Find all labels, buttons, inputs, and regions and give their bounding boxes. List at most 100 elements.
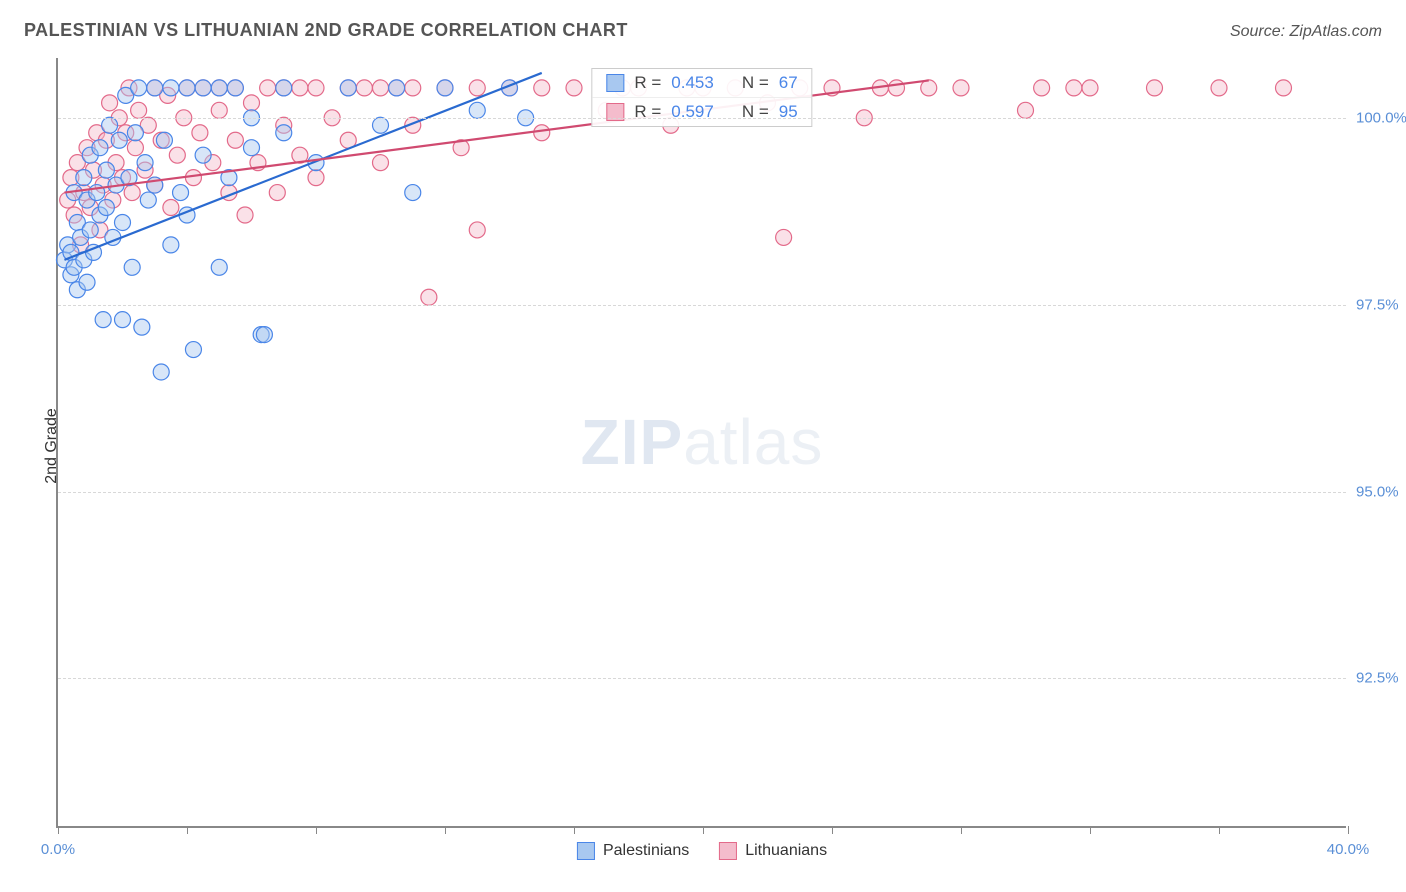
data-point bbox=[95, 312, 111, 328]
data-point bbox=[153, 364, 169, 380]
data-point bbox=[124, 185, 140, 201]
plot-svg bbox=[58, 58, 1346, 826]
data-point bbox=[389, 80, 405, 96]
r-value-palestinians: 0.453 bbox=[671, 73, 714, 93]
legend-row-lithuanians: R = 0.597 N = 95 bbox=[592, 97, 811, 126]
data-point bbox=[211, 259, 227, 275]
xtick bbox=[187, 826, 188, 834]
data-point bbox=[211, 102, 227, 118]
data-point bbox=[405, 80, 421, 96]
data-point bbox=[534, 125, 550, 141]
data-point bbox=[244, 95, 260, 111]
data-point bbox=[140, 192, 156, 208]
r-value-lithuanians: 0.597 bbox=[671, 102, 714, 122]
data-point bbox=[131, 80, 147, 96]
data-point bbox=[373, 117, 389, 133]
series-legend: Palestinians Lithuanians bbox=[577, 842, 827, 860]
data-point bbox=[185, 342, 201, 358]
xtick bbox=[961, 826, 962, 834]
xtick bbox=[445, 826, 446, 834]
data-point bbox=[276, 125, 292, 141]
swatch-palestinians-icon bbox=[577, 842, 595, 860]
chart-title: PALESTINIAN VS LITHUANIAN 2ND GRADE CORR… bbox=[24, 20, 628, 41]
legend-label-lithuanians: Lithuanians bbox=[745, 842, 827, 860]
data-point bbox=[163, 200, 179, 216]
xtick-label: 40.0% bbox=[1327, 841, 1370, 858]
data-point bbox=[1147, 80, 1163, 96]
data-point bbox=[115, 214, 131, 230]
data-point bbox=[173, 185, 189, 201]
data-point bbox=[115, 312, 131, 328]
data-point bbox=[1082, 80, 1098, 96]
data-point bbox=[137, 155, 153, 171]
data-point bbox=[134, 319, 150, 335]
data-point bbox=[211, 80, 227, 96]
data-point bbox=[373, 155, 389, 171]
n-value-lithuanians: 95 bbox=[779, 102, 798, 122]
chart-area: ZIPatlas R = 0.453 N = 67 R = 0.597 N = … bbox=[56, 58, 1346, 828]
swatch-palestinians bbox=[606, 74, 624, 92]
data-point bbox=[82, 222, 98, 238]
legend-item-lithuanians: Lithuanians bbox=[719, 842, 827, 860]
data-point bbox=[469, 222, 485, 238]
data-point bbox=[1018, 102, 1034, 118]
data-point bbox=[169, 147, 185, 163]
legend-label-palestinians: Palestinians bbox=[603, 842, 689, 860]
gridline bbox=[58, 678, 1346, 679]
data-point bbox=[163, 237, 179, 253]
data-point bbox=[192, 125, 208, 141]
data-point bbox=[276, 80, 292, 96]
data-point bbox=[308, 80, 324, 96]
data-point bbox=[405, 185, 421, 201]
data-point bbox=[102, 117, 118, 133]
data-point bbox=[269, 185, 285, 201]
data-point bbox=[437, 80, 453, 96]
xtick bbox=[1090, 826, 1091, 834]
data-point bbox=[147, 80, 163, 96]
data-point bbox=[92, 140, 108, 156]
plot-area: ZIPatlas R = 0.453 N = 67 R = 0.597 N = … bbox=[56, 58, 1346, 828]
data-point bbox=[127, 125, 143, 141]
data-point bbox=[111, 132, 127, 148]
xtick bbox=[58, 826, 59, 834]
data-point bbox=[421, 289, 437, 305]
ytick-label: 95.0% bbox=[1356, 483, 1406, 500]
data-point bbox=[156, 132, 172, 148]
data-point bbox=[79, 274, 95, 290]
data-point bbox=[124, 259, 140, 275]
data-point bbox=[1034, 80, 1050, 96]
legend-item-palestinians: Palestinians bbox=[577, 842, 689, 860]
xtick bbox=[1348, 826, 1349, 834]
xtick-label: 0.0% bbox=[41, 841, 75, 858]
data-point bbox=[260, 80, 276, 96]
data-point bbox=[308, 170, 324, 186]
data-point bbox=[227, 132, 243, 148]
data-point bbox=[98, 200, 114, 216]
source-label: Source: ZipAtlas.com bbox=[1230, 23, 1382, 41]
data-point bbox=[292, 80, 308, 96]
data-point bbox=[373, 80, 389, 96]
xtick bbox=[703, 826, 704, 834]
data-point bbox=[1276, 80, 1292, 96]
data-point bbox=[356, 80, 372, 96]
data-point bbox=[179, 80, 195, 96]
ytick-label: 97.5% bbox=[1356, 296, 1406, 313]
data-point bbox=[195, 147, 211, 163]
gridline bbox=[58, 118, 1346, 119]
legend-row-palestinians: R = 0.453 N = 67 bbox=[592, 69, 811, 97]
data-point bbox=[131, 102, 147, 118]
gridline bbox=[58, 492, 1346, 493]
data-point bbox=[889, 80, 905, 96]
xtick bbox=[574, 826, 575, 834]
data-point bbox=[1211, 80, 1227, 96]
data-point bbox=[76, 170, 92, 186]
data-point bbox=[534, 80, 550, 96]
gridline bbox=[58, 305, 1346, 306]
data-point bbox=[244, 140, 260, 156]
n-value-palestinians: 67 bbox=[779, 73, 798, 93]
data-point bbox=[127, 140, 143, 156]
data-point bbox=[953, 80, 969, 96]
xtick bbox=[1219, 826, 1220, 834]
data-point bbox=[469, 80, 485, 96]
data-point bbox=[566, 80, 582, 96]
